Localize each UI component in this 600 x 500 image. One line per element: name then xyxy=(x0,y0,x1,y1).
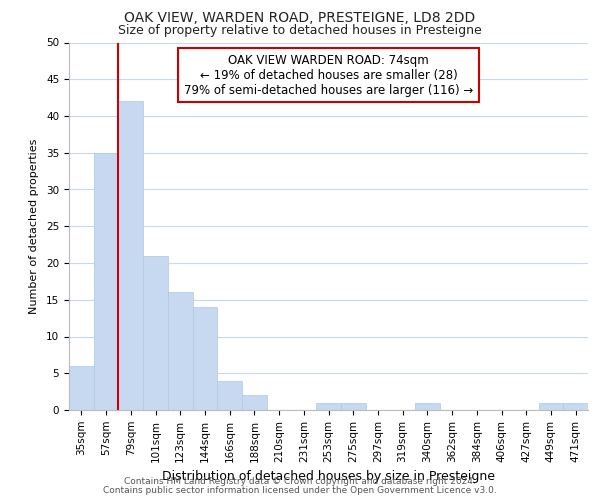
Bar xyxy=(69,366,94,410)
Bar xyxy=(118,102,143,410)
Text: Size of property relative to detached houses in Presteigne: Size of property relative to detached ho… xyxy=(118,24,482,37)
Bar xyxy=(242,396,267,410)
Bar xyxy=(316,402,341,410)
Bar xyxy=(539,402,563,410)
Bar xyxy=(415,402,440,410)
Text: Contains public sector information licensed under the Open Government Licence v3: Contains public sector information licen… xyxy=(103,486,497,495)
Text: OAK VIEW, WARDEN ROAD, PRESTEIGNE, LD8 2DD: OAK VIEW, WARDEN ROAD, PRESTEIGNE, LD8 2… xyxy=(124,11,476,25)
Bar xyxy=(341,402,365,410)
Text: OAK VIEW WARDEN ROAD: 74sqm
← 19% of detached houses are smaller (28)
79% of sem: OAK VIEW WARDEN ROAD: 74sqm ← 19% of det… xyxy=(184,54,473,96)
X-axis label: Distribution of detached houses by size in Presteigne: Distribution of detached houses by size … xyxy=(162,470,495,483)
Text: Contains HM Land Registry data © Crown copyright and database right 2024.: Contains HM Land Registry data © Crown c… xyxy=(124,477,476,486)
Bar xyxy=(168,292,193,410)
Bar xyxy=(94,153,118,410)
Bar xyxy=(143,256,168,410)
Y-axis label: Number of detached properties: Number of detached properties xyxy=(29,138,39,314)
Bar xyxy=(193,307,217,410)
Bar xyxy=(563,402,588,410)
Bar xyxy=(217,380,242,410)
